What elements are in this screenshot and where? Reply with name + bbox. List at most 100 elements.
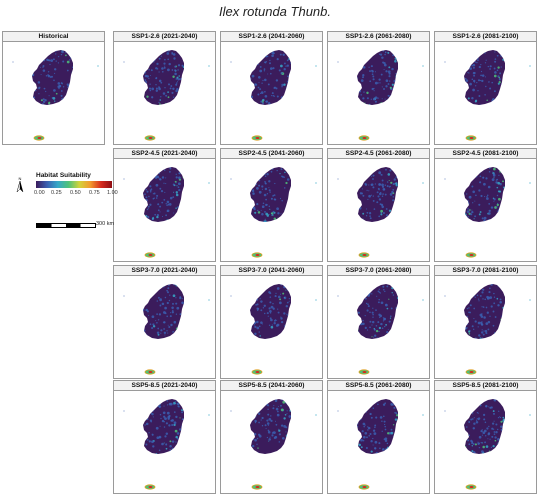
suitability-cell: [273, 194, 276, 196]
suitability-cell: [364, 53, 367, 56]
suitability-cell: [143, 449, 144, 451]
suitability-cell: [250, 410, 252, 413]
suitability-cell: [371, 311, 374, 314]
suitability-cell: [143, 331, 146, 335]
suitability-cell: [152, 445, 155, 448]
suitability-cell: [368, 399, 371, 402]
legend-colorbar: [36, 181, 112, 188]
suitability-cell: [281, 399, 284, 401]
suitability-cell: [150, 188, 153, 190]
suitability-cell: [165, 399, 167, 400]
suitability-cell: [276, 319, 278, 321]
suitability-cell: [464, 297, 466, 301]
suitability-cell: [69, 100, 71, 103]
suitability-cell: [502, 173, 505, 176]
suitability-map: [337, 399, 424, 490]
suitability-cell: [255, 219, 258, 221]
suitability-cell: [490, 446, 493, 449]
suitability-cell: [258, 325, 261, 328]
suitability-cell: [70, 95, 72, 97]
suitability-cell: [467, 315, 469, 318]
suitability-cell: [169, 449, 172, 451]
suitability-cell: [270, 325, 274, 329]
suitability-cell: [252, 296, 255, 300]
suitability-cell: [162, 285, 165, 288]
suitability-cell: [465, 91, 467, 93]
suitability-cell: [151, 54, 154, 57]
suitability-cell: [144, 79, 147, 82]
suitability-cell: [271, 434, 274, 437]
suitability-cell: [499, 298, 502, 301]
suitability-cell: [65, 54, 67, 57]
suitability-cell: [283, 62, 286, 65]
suitability-cell: [464, 294, 466, 297]
suitability-cell: [291, 210, 292, 211]
suitability-cell: [397, 61, 398, 63]
suitability-cell: [142, 179, 143, 180]
suitability-cell: [178, 428, 182, 431]
suitability-cell: [266, 436, 269, 439]
suitability-cell: [389, 185, 391, 188]
suitability-cell: [178, 176, 181, 180]
suitability-cell: [283, 50, 286, 52]
suitability-cell: [481, 74, 485, 77]
suitability-cell: [268, 307, 271, 310]
suitability-cell: [280, 316, 282, 318]
suitability-cell: [259, 92, 262, 94]
suitability-cell: [397, 401, 398, 403]
suitability-cell: [257, 447, 259, 449]
suitability-cell: [384, 428, 387, 431]
suitability-cell: [464, 414, 466, 418]
suitability-cell: [382, 288, 385, 291]
suitability-cell: [143, 308, 145, 311]
suitability-cell: [255, 298, 259, 301]
suitability-cell: [501, 452, 503, 454]
suitability-cell: [262, 102, 264, 105]
suitability-cell: [500, 183, 502, 185]
suitability-cell: [464, 214, 466, 218]
suitability-cell: [497, 82, 500, 85]
jeju-high-suitability: [148, 486, 153, 488]
suitability-cell: [179, 313, 182, 316]
suitability-cell: [175, 191, 178, 194]
suitability-cell: [252, 178, 255, 181]
suitability-cell: [397, 218, 398, 221]
suitability-cell: [167, 417, 170, 420]
suitability-cell: [162, 411, 166, 415]
suitability-cell: [152, 416, 154, 418]
suitability-cell: [157, 319, 160, 321]
suitability-cell: [360, 177, 363, 179]
suitability-cell: [32, 58, 34, 60]
suitability-cell: [174, 72, 177, 76]
suitability-cell: [152, 197, 155, 200]
suitability-cell: [365, 446, 368, 450]
suitability-cell: [172, 302, 174, 305]
suitability-cell: [480, 70, 483, 73]
suitability-cell: [358, 337, 361, 339]
suitability-map: [230, 399, 317, 490]
suitability-cell: [176, 448, 179, 451]
suitability-cell: [384, 184, 387, 186]
suitability-cell: [364, 326, 367, 330]
map-panel: SSP2-4.5 (2041-2060): [220, 148, 323, 262]
suitability-map: [444, 167, 531, 258]
suitability-cell: [362, 97, 365, 100]
suitability-cell: [375, 325, 378, 327]
suitability-cell: [371, 324, 373, 326]
suitability-cell: [151, 326, 154, 330]
suitability-cell: [280, 320, 284, 324]
suitability-cell: [500, 425, 503, 428]
suitability-cell: [478, 171, 481, 174]
suitability-cell: [289, 444, 291, 447]
suitability-cell: [177, 206, 180, 209]
suitability-cell: [251, 324, 254, 326]
suitability-cell: [290, 320, 291, 323]
suitability-cell: [153, 58, 156, 61]
suitability-cell: [149, 203, 152, 206]
suitability-cell: [367, 291, 371, 295]
suitability-cell: [379, 191, 382, 194]
suitability-cell: [379, 447, 381, 450]
suitability-cell: [493, 302, 496, 305]
suitability-cell: [164, 306, 167, 310]
suitability-cell: [369, 412, 372, 416]
